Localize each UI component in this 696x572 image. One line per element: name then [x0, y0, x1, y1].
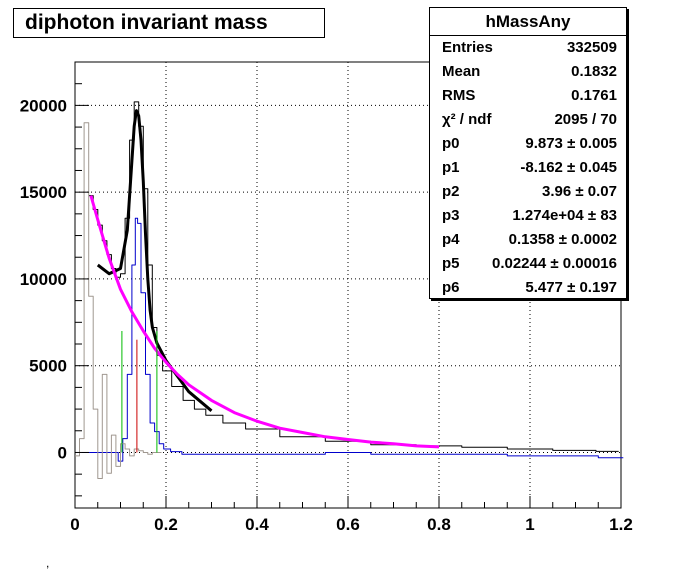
x-tick-label: 0.2	[154, 515, 178, 534]
stats-row: Mean 0.1832	[430, 60, 626, 84]
y-tick-label: 10000	[20, 270, 67, 289]
stats-label: Mean	[442, 63, 481, 80]
stats-value: 1.274e+04 ± 83	[512, 207, 617, 224]
stats-row: p6 5.477 ± 0.197	[430, 276, 626, 300]
stats-value: 0.1832	[571, 63, 617, 80]
series-line-signal_sub	[81, 217, 624, 462]
stats-row: p4 0.1358 ± 0.0002	[430, 228, 626, 252]
stats-box: hMassAny Entries 332509 Mean 0.1832 RMS 0.176…	[429, 7, 627, 299]
stats-value: 2095 / 70	[554, 111, 617, 128]
stats-row: p1 -8.162 ± 0.045	[430, 156, 626, 180]
x-tick-label: 0.6	[336, 515, 360, 534]
chart-title: diphoton invariant mass	[13, 8, 325, 38]
x-tick-label: 0.4	[245, 515, 269, 534]
stats-label: p4	[442, 231, 460, 248]
stats-label: Entries	[442, 39, 493, 56]
series-group	[75, 101, 624, 479]
stats-value: 0.02244 ± 0.00016	[491, 255, 617, 272]
series-line-low_mass	[75, 122, 162, 479]
stats-label: p3	[442, 207, 460, 224]
stats-value: 5.477 ± 0.197	[525, 279, 617, 296]
stats-row: RMS 0.1761	[430, 84, 626, 108]
x-tick-label: 1	[525, 515, 534, 534]
x-tick-label: 0.8	[427, 515, 451, 534]
stats-row: p2 3.96 ± 0.07	[430, 180, 626, 204]
y-tick-label: 0	[58, 443, 67, 462]
series-line-background	[89, 195, 440, 449]
stats-label: p0	[442, 135, 460, 152]
x-tick-label: 0	[70, 515, 79, 534]
stats-value: 0.1761	[571, 87, 617, 104]
stats-rows: Entries 332509 Mean 0.1832 RMS 0.1761 χ² / ndf…	[430, 36, 626, 300]
stats-value: -8.162 ± 0.045	[520, 159, 617, 176]
stats-label: RMS	[442, 87, 476, 104]
stats-label: p6	[442, 279, 460, 296]
stats-row: p0 9.873 ± 0.005	[430, 132, 626, 156]
stats-label: χ² / ndf	[442, 111, 492, 128]
stats-row: p3 1.274e+04 ± 83	[430, 204, 626, 228]
stats-row: Entries 332509	[430, 36, 626, 60]
stats-value: 0.1358 ± 0.0002	[508, 231, 617, 248]
x-tick-label: 1.2	[609, 515, 633, 534]
stats-histogram-name: hMassAny	[430, 8, 626, 36]
axis-ticks: 0 0.2 0.4 0.6 0.8 1 1.2 0 5000 10000 15000 20000	[20, 83, 633, 534]
stats-label: p5	[442, 255, 460, 272]
stats-row: p5 0.02244 ± 0.00016	[430, 252, 626, 276]
stats-value: 332509	[566, 39, 617, 56]
stats-label: p2	[442, 183, 460, 200]
y-tick-label: 20000	[20, 96, 67, 115]
stats-row: χ² / ndf 2095 / 70	[430, 108, 626, 132]
stats-value: 3.96 ± 0.07	[542, 183, 617, 200]
y-tick-label: 5000	[29, 357, 67, 376]
stats-label: p1	[442, 159, 460, 176]
stats-value: 9.873 ± 0.005	[525, 135, 617, 152]
series-line-fit	[96, 109, 213, 412]
footer-mark: ,	[46, 556, 49, 570]
y-tick-label: 15000	[20, 183, 67, 202]
